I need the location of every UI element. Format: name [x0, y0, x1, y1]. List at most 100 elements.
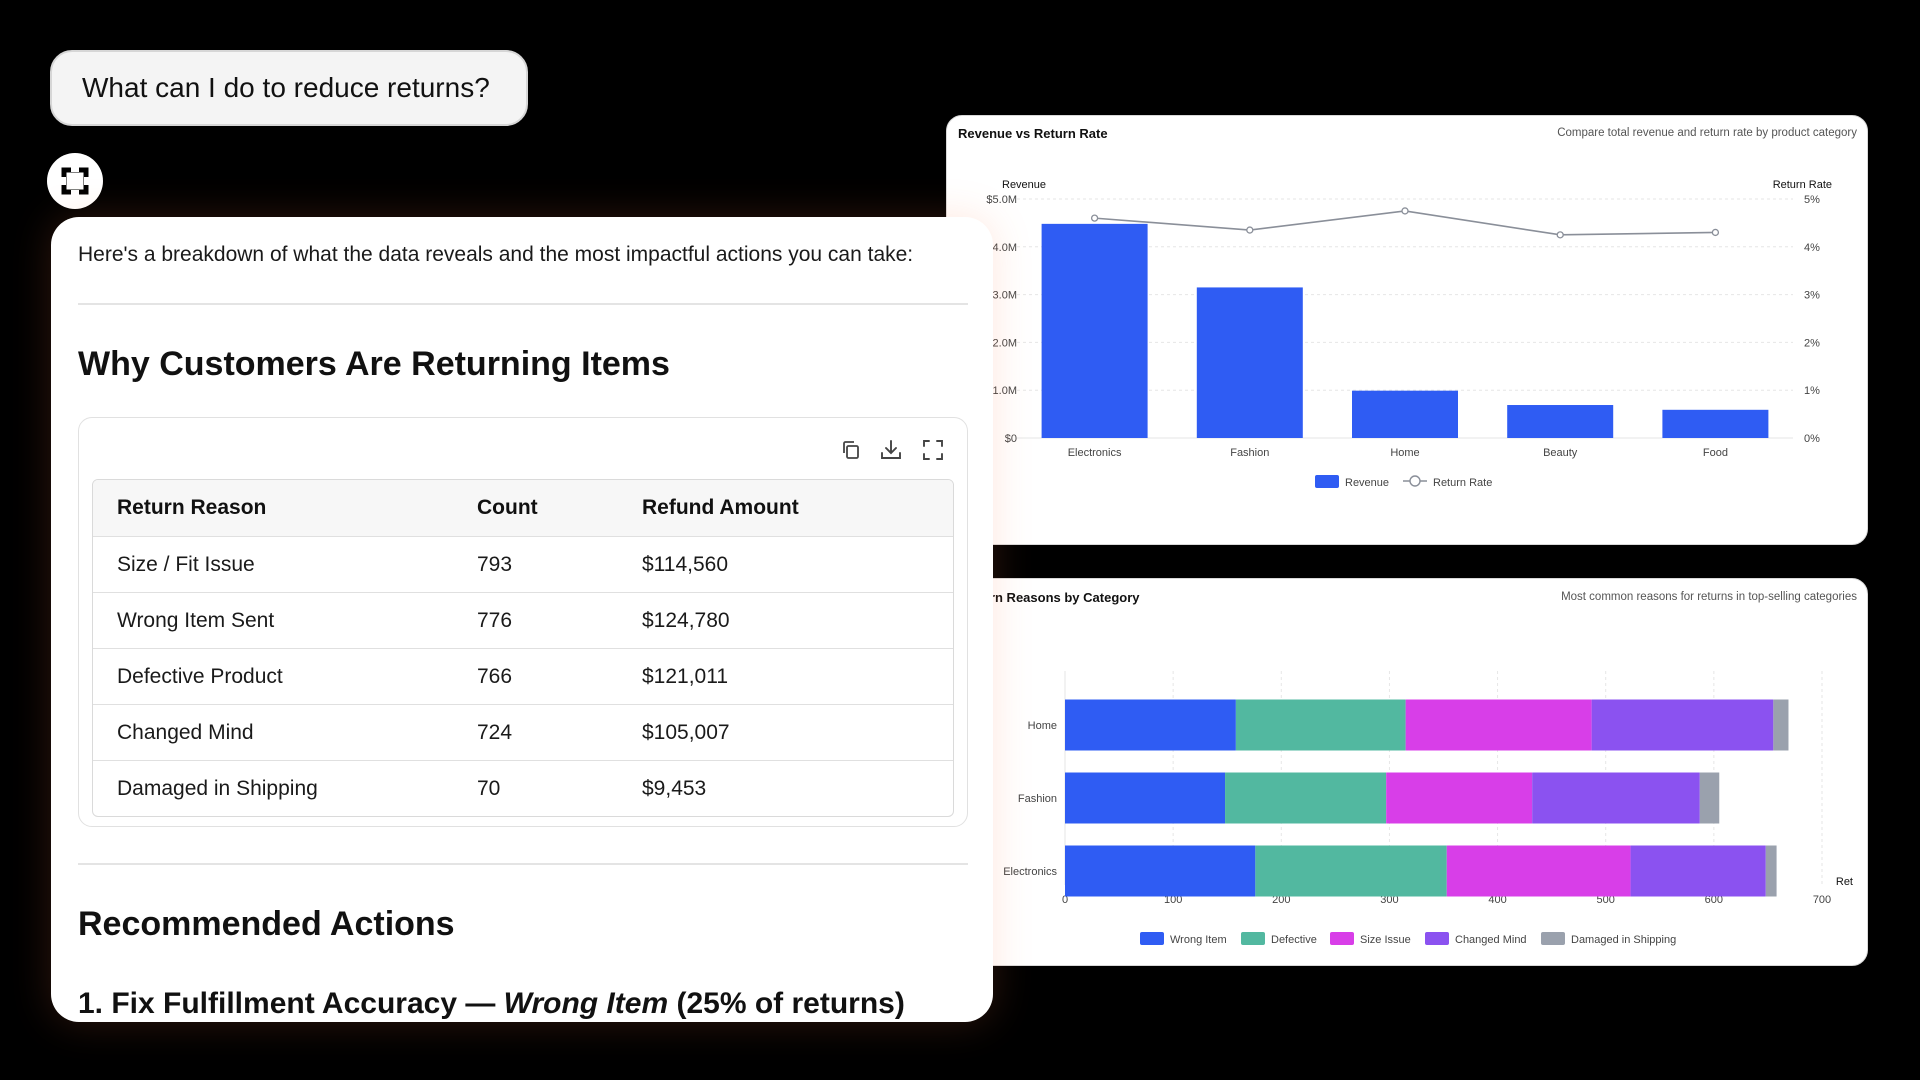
cell-reason: Damaged in Shipping: [117, 776, 318, 800]
table-row: Size / Fit Issue 793 $114,560: [93, 536, 953, 592]
y2-tick-label: 5%: [1804, 194, 1820, 206]
response-intro: Here's a breakdown of what the data reve…: [78, 243, 914, 266]
revenue-bar: [1041, 223, 1148, 438]
bar-segment: [1532, 772, 1700, 824]
x-tick-label: 0: [1062, 894, 1068, 906]
return-rate-point: [1246, 226, 1254, 234]
x-tick-label: 400: [1488, 894, 1506, 906]
bar-segment: [1446, 845, 1631, 897]
y-tick-label: Home: [1028, 720, 1057, 732]
y-tick-label: $5.0M: [986, 194, 1017, 206]
x-tick-label: 300: [1380, 894, 1398, 906]
revenue-return-chart-card: Revenue vs Return Rate Compare total rev…: [946, 115, 1868, 545]
legend-label: Revenue: [1345, 477, 1389, 489]
bar-segment: [1065, 845, 1256, 897]
cell-refund: $124,780: [642, 608, 730, 632]
return-reasons-chart-card: urn Reasons by Category Most common reas…: [946, 578, 1868, 966]
action-heading-prefix: 1. Fix Fulfillment Accuracy —: [78, 987, 504, 1020]
cell-refund: $114,560: [642, 552, 729, 576]
legend-label: Damaged in Shipping: [1571, 934, 1676, 946]
chart-subtitle: Most common reasons for returns in top-s…: [1561, 591, 1857, 603]
y-tick-label: Electronics: [1003, 866, 1057, 878]
legend-swatch: [1140, 932, 1164, 945]
y-tick-label: 3.0M: [993, 290, 1017, 302]
legend-label: Wrong Item: [1170, 934, 1227, 946]
x-tick-label: 500: [1597, 894, 1615, 906]
revenue-bar: [1662, 409, 1769, 438]
revenue-bar: [1352, 390, 1458, 438]
legend-swatch: [1241, 932, 1265, 945]
cell-count: 776: [477, 608, 513, 632]
y2-axis-label: Return Rate: [1773, 179, 1832, 191]
return-reasons-table: Return Reason Count Refund Amount Size /…: [92, 479, 954, 817]
legend-swatch: [1330, 932, 1354, 945]
cell-count: 766: [477, 664, 513, 688]
fullscreen-icon[interactable]: [919, 436, 947, 464]
legend-label: Return Rate: [1433, 477, 1492, 489]
legend-label: Defective: [1271, 934, 1317, 946]
divider: [78, 863, 968, 865]
cell-reason: Wrong Item Sent: [117, 608, 275, 632]
table-row: Changed Mind 724 $105,007: [93, 704, 953, 760]
y2-tick-label: 1%: [1804, 385, 1820, 397]
legend-swatch-point: [1409, 475, 1421, 487]
return-reasons-chart: 0 100 200 300 400 500 600 700 Ret Home Fashion Elec…: [1003, 671, 1853, 946]
cell-count: 70: [477, 776, 501, 800]
column-header: Count: [477, 496, 538, 519]
table-row: Defective Product 766 $121,011: [93, 648, 953, 704]
chart-subtitle: Compare total revenue and return rate by…: [1557, 127, 1857, 139]
legend-swatch-revenue: [1315, 475, 1339, 488]
x-tick-label: Home: [1390, 447, 1419, 459]
assistant-logo-icon: [47, 153, 103, 209]
bar-segment: [1225, 772, 1387, 824]
column-header: Refund Amount: [642, 496, 799, 519]
bar-segment: [1630, 845, 1766, 897]
legend-swatch: [1425, 932, 1449, 945]
y-tick-label: 1.0M: [993, 385, 1017, 397]
bar-segment: [1699, 772, 1720, 824]
action-heading-suffix: (25% of returns): [668, 987, 905, 1020]
legend-label: Size Issue: [1360, 934, 1411, 946]
assistant-response-card: Here's a breakdown of what the data reve…: [51, 217, 993, 1022]
cell-refund: $121,011: [642, 664, 729, 688]
return-rate-point: [1711, 228, 1720, 237]
x-tick-label: 600: [1705, 894, 1723, 906]
x-tick-label: Beauty: [1543, 447, 1578, 459]
revenue-bar: [1196, 287, 1303, 438]
legend-swatch: [1541, 932, 1565, 945]
y-tick-label: 4.0M: [993, 242, 1017, 254]
action-heading-emphasis: Wrong Item: [503, 987, 669, 1020]
revenue-return-chart: Revenue Return Rate $0 0% 1.0M 1% 2.0M 2% 3.0M 3%…: [986, 179, 1832, 489]
y-tick-label: 2.0M: [993, 337, 1017, 349]
user-message-bubble: What can I do to reduce returns?: [50, 50, 528, 126]
cell-count: 724: [477, 720, 513, 744]
x-tick-label: 200: [1272, 894, 1290, 906]
divider: [78, 303, 968, 305]
y2-tick-label: 4%: [1804, 242, 1820, 254]
table-header-row: Return Reason Count Refund Amount: [93, 480, 953, 536]
bar-segment: [1235, 699, 1406, 751]
y-axis-label: Revenue: [1002, 179, 1046, 191]
bar-segment: [1255, 845, 1447, 897]
y2-tick-label: 0%: [1804, 433, 1820, 445]
column-header: Return Reason: [117, 496, 267, 519]
bar-segment: [1405, 699, 1592, 751]
section-heading: Why Customers Are Returning Items: [78, 345, 670, 383]
section-heading: Recommended Actions: [78, 905, 455, 943]
cell-count: 793: [477, 552, 513, 576]
y2-tick-label: 2%: [1804, 337, 1820, 349]
bar-segment: [1591, 699, 1774, 751]
table-row: Damaged in Shipping 70 $9,453: [93, 760, 953, 816]
chart-title: Revenue vs Return Rate: [958, 126, 1108, 141]
y2-tick-label: 3%: [1804, 290, 1820, 302]
return-rate-point: [1401, 207, 1409, 215]
bar-segment: [1773, 699, 1789, 751]
bar-segment: [1065, 699, 1236, 751]
y-tick-label: $0: [1005, 433, 1017, 445]
x-tick-label: Fashion: [1230, 447, 1269, 459]
download-icon[interactable]: [877, 436, 905, 464]
copy-icon[interactable]: [837, 436, 865, 464]
bar-segment: [1765, 845, 1777, 897]
x-tick-label: Electronics: [1068, 447, 1122, 459]
cell-reason: Changed Mind: [117, 720, 254, 744]
